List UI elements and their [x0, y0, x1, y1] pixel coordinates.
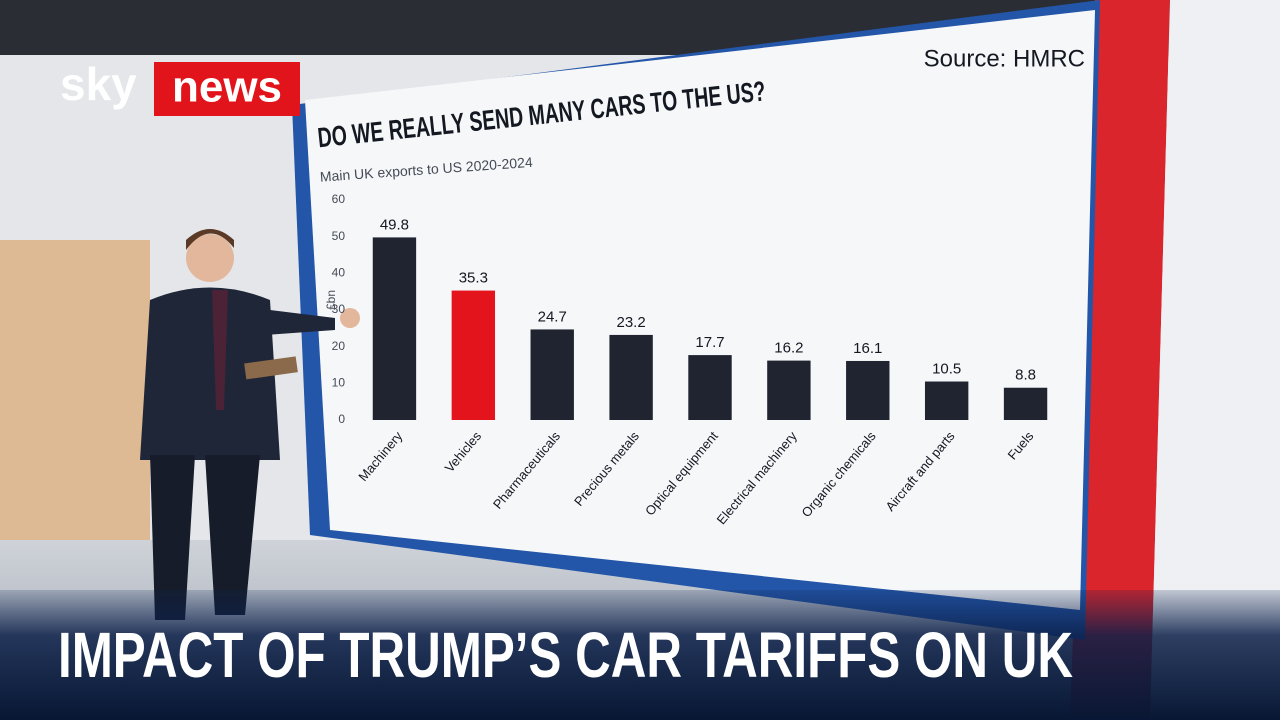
- bar: [688, 355, 732, 420]
- y-tick-label: 60: [332, 192, 346, 206]
- logo-product: news: [172, 63, 282, 112]
- port-image: [0, 240, 150, 570]
- value-label: 16.2: [774, 340, 803, 357]
- value-label: 8.8: [1015, 367, 1036, 384]
- y-tick-label: 0: [338, 412, 345, 426]
- chart-panel: [305, 10, 1095, 610]
- bar: [767, 360, 811, 420]
- value-label: 35.3: [459, 270, 488, 287]
- value-label: 17.7: [695, 334, 724, 351]
- bar: [372, 237, 417, 420]
- value-label: 10.5: [932, 360, 961, 377]
- side-panel: [1150, 0, 1280, 720]
- y-tick-label: 50: [332, 229, 346, 243]
- bar: [451, 290, 496, 420]
- value-label: 24.7: [538, 308, 567, 325]
- y-tick-label: 30: [332, 302, 346, 316]
- value-label: 16.1: [853, 340, 882, 357]
- bar: [609, 334, 653, 420]
- bar: [1003, 387, 1048, 420]
- logo-brand: sky: [60, 58, 137, 110]
- bar: [530, 329, 574, 420]
- headline-band: [0, 590, 1280, 720]
- y-tick-label: 20: [332, 339, 346, 353]
- source: Source: HMRC: [924, 45, 1085, 72]
- bar: [846, 360, 890, 420]
- y-tick-label: 40: [332, 266, 346, 280]
- value-label: 23.2: [617, 314, 646, 331]
- y-tick-label: 10: [332, 376, 346, 390]
- value-label: 49.8: [380, 216, 409, 233]
- logo-box: [154, 62, 300, 116]
- headline: IMPACT OF TRUMP’S CAR TARIFFS ON UK: [58, 619, 1073, 691]
- bar: [924, 381, 969, 420]
- presenter: [140, 229, 360, 620]
- y-axis-label: £bn: [324, 290, 338, 310]
